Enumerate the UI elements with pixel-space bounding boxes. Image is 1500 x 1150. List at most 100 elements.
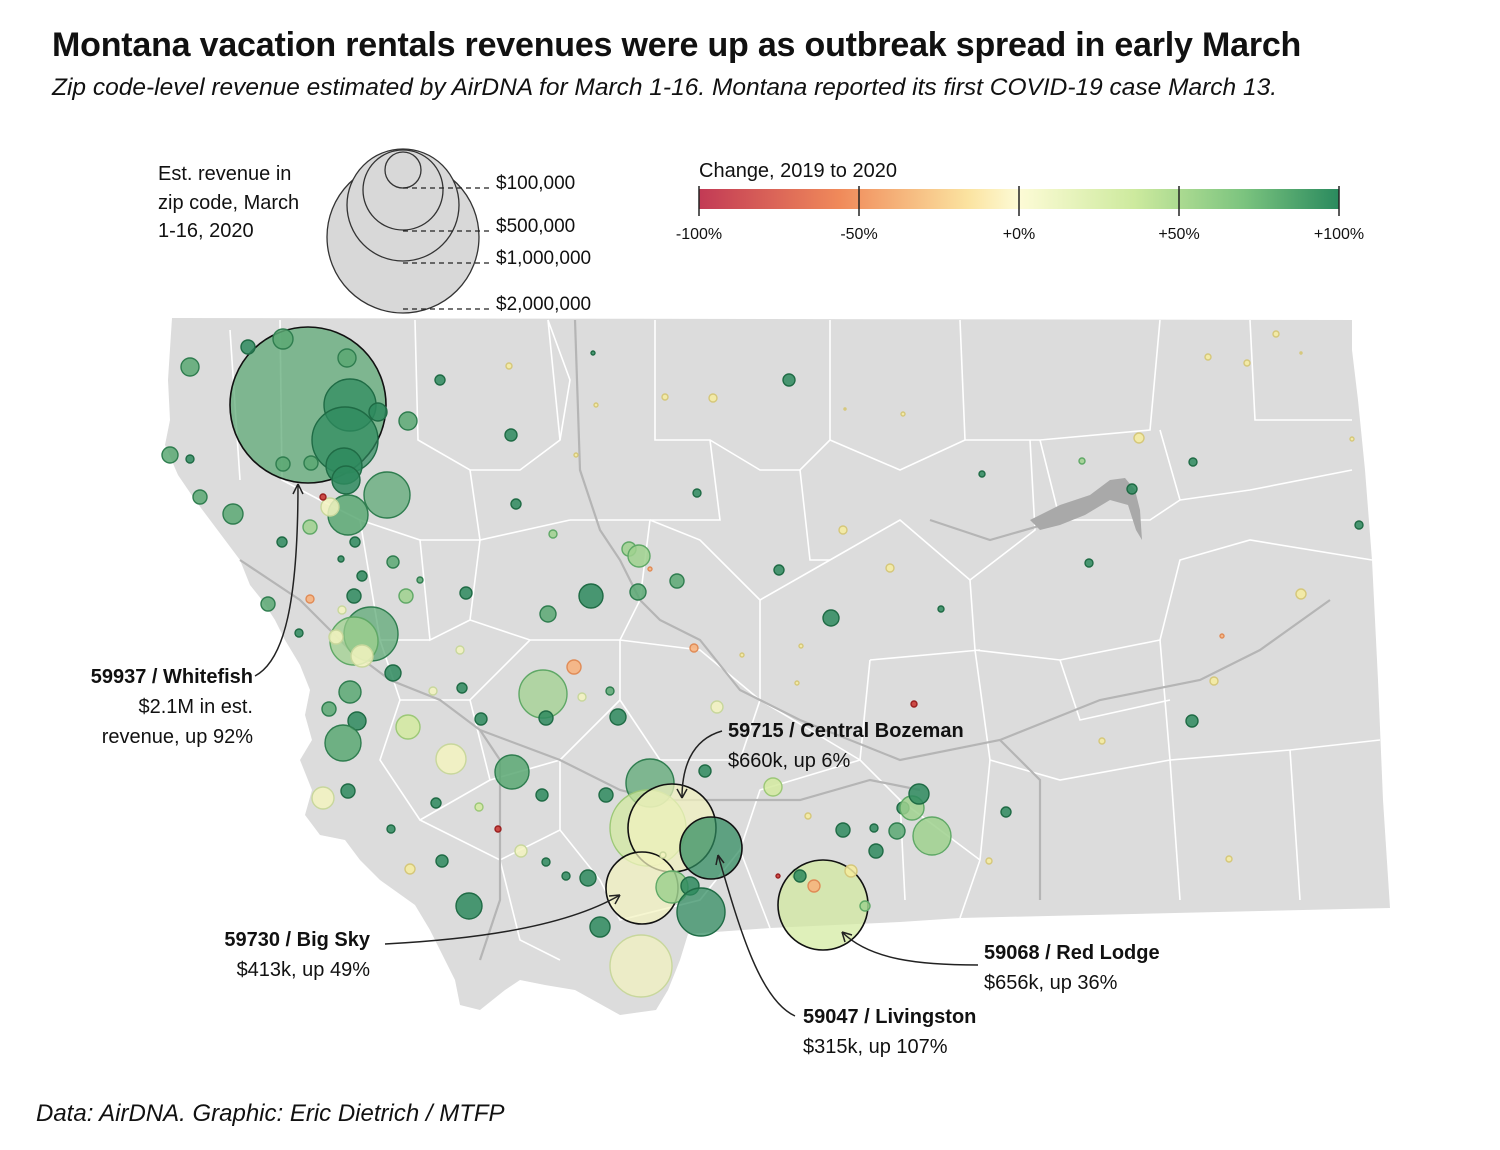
zip-circle bbox=[222, 503, 244, 525]
zip-circle bbox=[338, 680, 362, 704]
zip-circle bbox=[324, 724, 362, 762]
zip-circle bbox=[609, 708, 627, 726]
zip-circle bbox=[573, 452, 579, 458]
zip-circle bbox=[384, 664, 402, 682]
zip-circle bbox=[775, 873, 781, 879]
annotation-zip: 59937 / Whitefish bbox=[90, 666, 253, 688]
zip-circle bbox=[708, 393, 718, 403]
zip-circle bbox=[319, 493, 327, 501]
zip-circle bbox=[629, 583, 647, 601]
size-legend-label-500k: $500,000 bbox=[496, 216, 576, 237]
zip-circle bbox=[294, 628, 304, 638]
zip-circle bbox=[794, 680, 800, 686]
zip-circle bbox=[349, 536, 361, 548]
zip-circle bbox=[676, 887, 726, 937]
annotation-detail: revenue, up 92% bbox=[101, 726, 253, 748]
annotation-detail: $413k, up 49% bbox=[236, 959, 370, 981]
zip-circle bbox=[303, 455, 319, 471]
zip-circle bbox=[598, 787, 614, 803]
zip-circle bbox=[305, 594, 315, 604]
zip-circle bbox=[1243, 359, 1251, 367]
zip-circle bbox=[937, 605, 945, 613]
zip-circle bbox=[435, 854, 449, 868]
zip-circle bbox=[844, 864, 858, 878]
zip-circle bbox=[535, 788, 549, 802]
zip-circle bbox=[538, 710, 554, 726]
annotation-zip: 59068 / Red Lodge bbox=[984, 942, 1160, 964]
zip-circle bbox=[404, 863, 416, 875]
zip-circle bbox=[455, 645, 465, 655]
zip-circle bbox=[589, 916, 611, 938]
zip-circle bbox=[456, 682, 468, 694]
zip-circle bbox=[161, 446, 179, 464]
zip-circle bbox=[514, 844, 528, 858]
zip-circle bbox=[347, 711, 367, 731]
zip-circle bbox=[541, 857, 551, 867]
zip-circle bbox=[430, 797, 442, 809]
chart-title: Montana vacation rentals revenues were u… bbox=[52, 26, 1302, 64]
zip-circle bbox=[272, 328, 294, 350]
zip-circle bbox=[455, 892, 483, 920]
annotation-zip: 59715 / Central Bozeman bbox=[728, 720, 964, 742]
zip-circle bbox=[398, 411, 418, 431]
zip-circle bbox=[739, 652, 745, 658]
zip-circle bbox=[978, 470, 986, 478]
annotation-livingston: 59047 / Livingston $315k, up 107% bbox=[803, 1002, 976, 1062]
zip-circle bbox=[1349, 436, 1355, 442]
zip-circle bbox=[276, 536, 288, 548]
zip-circle bbox=[773, 564, 785, 576]
zip-circle bbox=[859, 900, 871, 912]
zip-circle bbox=[577, 692, 587, 702]
state-outline bbox=[165, 318, 1390, 1015]
color-tick-label: +100% bbox=[1313, 226, 1365, 243]
zip-circle bbox=[710, 700, 724, 714]
annotation-detail: $656k, up 36% bbox=[984, 972, 1118, 994]
zip-circle bbox=[474, 802, 484, 812]
zip-circle bbox=[798, 643, 804, 649]
chart-subtitle: Zip code-level revenue estimated by AirD… bbox=[52, 74, 1278, 101]
zip-circle bbox=[1188, 457, 1198, 467]
zip-circle bbox=[428, 686, 438, 696]
zip-circle bbox=[763, 777, 783, 797]
zip-circle bbox=[822, 609, 840, 627]
zip-circle bbox=[1126, 483, 1138, 495]
zip-circle bbox=[350, 644, 374, 668]
annotation-detail: $660k, up 6% bbox=[728, 750, 851, 772]
size-legend-title: Est. revenue in zip code, March 1-16, 20… bbox=[158, 163, 300, 242]
zip-circle bbox=[1000, 806, 1012, 818]
annotation-bigsky: 59730 / Big Sky $413k, up 49% bbox=[224, 925, 370, 985]
annotation-detail: $2.1M in est. bbox=[138, 696, 253, 718]
zip-circle bbox=[505, 362, 513, 370]
zip-circle bbox=[180, 357, 200, 377]
zip-circle bbox=[302, 519, 318, 535]
zip-circle bbox=[1295, 588, 1307, 600]
zip-circle bbox=[835, 822, 851, 838]
size-legend-label-2m: $2,000,000 bbox=[496, 294, 592, 315]
zip-circle bbox=[804, 812, 812, 820]
zip-circle bbox=[605, 686, 615, 696]
zip-circle bbox=[579, 869, 597, 887]
zip-circle bbox=[356, 570, 368, 582]
zip-circle bbox=[240, 339, 256, 355]
zip-circle bbox=[321, 701, 337, 717]
zip-circle bbox=[1078, 457, 1086, 465]
size-legend-circles bbox=[326, 148, 480, 314]
zip-circle bbox=[1225, 855, 1233, 863]
zip-circle bbox=[593, 402, 599, 408]
zip-circle bbox=[398, 588, 414, 604]
annotation-redlodge: 59068 / Red Lodge $656k, up 36% bbox=[984, 938, 1160, 998]
zip-circle bbox=[275, 456, 291, 472]
zip-circle bbox=[386, 555, 400, 569]
zip-circle bbox=[1098, 737, 1106, 745]
highlighted-zip-circle bbox=[679, 816, 743, 880]
highways bbox=[239, 319, 1331, 961]
zip-circle bbox=[910, 700, 918, 708]
zip-circle bbox=[609, 934, 673, 998]
zip-circle bbox=[1185, 714, 1199, 728]
zip-circle bbox=[669, 573, 685, 589]
zip-circle bbox=[566, 659, 582, 675]
zip-circle bbox=[1204, 353, 1212, 361]
source-credit: Data: AirDNA. Graphic: Eric Dietrich / M… bbox=[36, 1100, 505, 1127]
zip-circle bbox=[782, 373, 796, 387]
